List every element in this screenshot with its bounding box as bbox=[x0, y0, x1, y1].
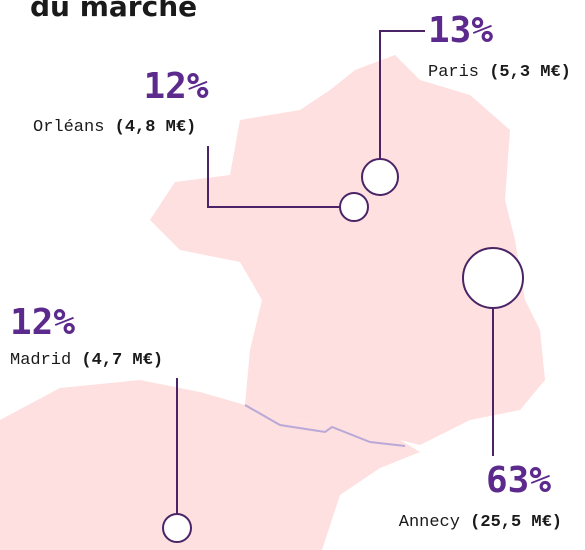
location-name: Orléans bbox=[33, 118, 104, 137]
location-label: Madrid (4,7 M€) bbox=[10, 351, 163, 370]
location-label: Orléans (4,8 M€) bbox=[33, 118, 196, 137]
location-label: Paris (5,3 M€) bbox=[428, 63, 571, 82]
leader-line bbox=[379, 30, 425, 160]
location-name: Paris bbox=[428, 63, 479, 82]
location-dot bbox=[462, 247, 524, 309]
leader-line bbox=[207, 146, 340, 208]
border-line bbox=[244, 404, 406, 447]
map-spain bbox=[0, 380, 420, 550]
location-label: Annecy (25,5 M€) bbox=[399, 513, 562, 532]
amount: (5,3 M€) bbox=[489, 63, 571, 82]
share: 12% bbox=[143, 66, 208, 107]
map-france bbox=[150, 55, 545, 445]
amount: (25,5 M€) bbox=[470, 513, 562, 532]
location-dot bbox=[162, 513, 192, 543]
share: 12% bbox=[10, 302, 75, 343]
share: 13% bbox=[428, 10, 493, 51]
amount: (4,7 M€) bbox=[81, 351, 163, 370]
amount: (4,8 M€) bbox=[115, 118, 197, 137]
title: du marché bbox=[30, 0, 197, 23]
location-name: Annecy bbox=[399, 513, 460, 532]
location-dot bbox=[361, 158, 399, 196]
share: 63% bbox=[486, 460, 551, 501]
location-name: Madrid bbox=[10, 351, 71, 370]
location-dot bbox=[339, 192, 369, 222]
